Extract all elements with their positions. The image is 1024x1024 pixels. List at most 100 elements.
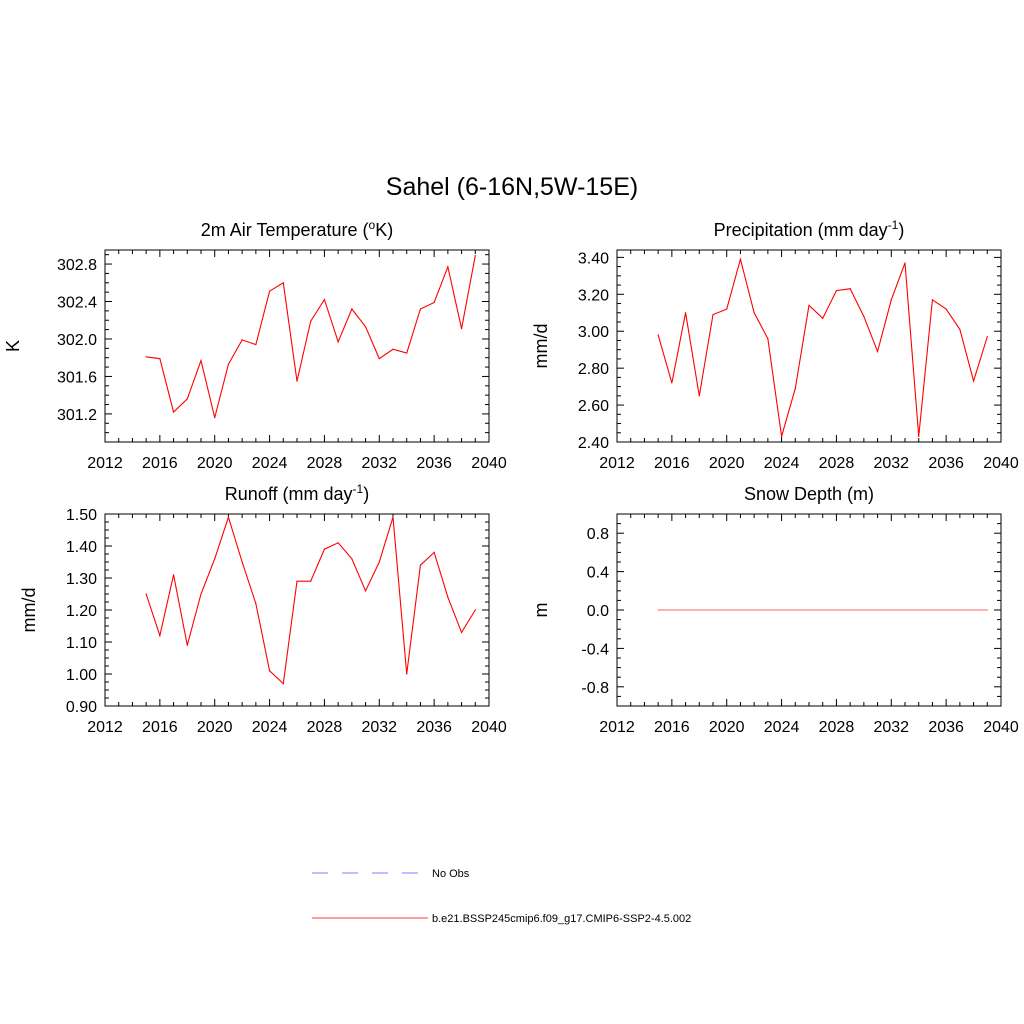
- x-tick-label: 2040: [471, 719, 507, 736]
- y-tick-label: 302.4: [57, 295, 97, 312]
- y-tick-label: 0.4: [587, 565, 609, 582]
- data-point: [255, 603, 257, 605]
- y-tick-label: 3.40: [578, 250, 609, 267]
- x-tick-label: 2028: [819, 455, 855, 472]
- data-point: [282, 683, 284, 685]
- data-point: [433, 301, 435, 304]
- data-point: [419, 308, 422, 310]
- data-point: [268, 670, 271, 672]
- data-point: [986, 609, 988, 611]
- data-point: [296, 580, 298, 582]
- y-axis-label: K: [3, 340, 23, 352]
- y-tick-label: 3.00: [578, 324, 609, 341]
- panel-title-main: 2m Air Temperature (: [201, 220, 369, 240]
- panel-title-main: Snow Depth (m): [744, 484, 874, 504]
- data-point: [186, 644, 188, 646]
- data-point: [310, 580, 312, 582]
- x-tick-label: 2020: [197, 719, 233, 736]
- y-tick-label: 0.0: [587, 603, 609, 620]
- data-point: [378, 358, 380, 360]
- x-tick-label: 2036: [928, 455, 964, 472]
- panel-title: Runoff (mm day-1): [225, 482, 369, 504]
- data-point: [876, 350, 879, 353]
- data-point: [849, 288, 851, 290]
- data-point: [835, 290, 838, 292]
- data-point: [684, 312, 687, 314]
- data-point: [323, 299, 326, 301]
- y-tick-label: 1.30: [66, 571, 97, 588]
- x-tick-label: 2024: [252, 455, 288, 472]
- data-point: [337, 542, 339, 544]
- data-point: [392, 516, 394, 518]
- x-tick-label: 2024: [252, 719, 288, 736]
- data-point: [172, 411, 175, 413]
- data-point: [255, 343, 257, 346]
- data-point: [145, 356, 147, 358]
- data-point: [186, 398, 188, 400]
- x-tick-label: 2012: [87, 455, 123, 472]
- data-point: [351, 308, 353, 310]
- data-point: [918, 435, 920, 438]
- data-point: [268, 290, 271, 292]
- data-point: [460, 631, 463, 634]
- panel-precipitation: Precipitation (mm day-1) 2012 2016 2020 2024…: [531, 218, 1019, 472]
- x-tick-label: 2036: [416, 719, 452, 736]
- data-point: [214, 417, 216, 419]
- figure-title: Sahel (6-16N,5W-15E): [386, 173, 638, 201]
- data-point: [241, 561, 243, 563]
- x-tick-label: 2032: [361, 455, 397, 472]
- x-tick-label: 2032: [873, 719, 909, 736]
- y-tick-label: 301.2: [57, 407, 97, 424]
- x-tick-label: 2020: [197, 455, 233, 472]
- legend: No Obs b.e21.BSSP245cmip6.f09_g17.CMIP6-…: [312, 868, 691, 925]
- data-point: [378, 561, 380, 563]
- data-point: [904, 262, 906, 264]
- x-tick-label: 2040: [983, 455, 1019, 472]
- data-point: [351, 558, 353, 560]
- data-point: [364, 326, 367, 328]
- x-tick-label: 2024: [764, 455, 800, 472]
- x-tick-label: 2016: [654, 719, 690, 736]
- data-point: [780, 435, 783, 438]
- legend-label-no-obs: No Obs: [432, 868, 470, 880]
- data-point: [712, 314, 714, 316]
- y-tick-label: 0.8: [587, 526, 609, 543]
- data-point: [323, 548, 326, 550]
- x-tick-label: 2012: [599, 455, 635, 472]
- data-point: [227, 516, 230, 518]
- x-tick-label: 2016: [654, 455, 690, 472]
- data-point: [447, 596, 449, 598]
- panel-title: 2m Air Temperature (oK): [201, 218, 393, 240]
- data-point: [406, 673, 408, 675]
- data-point: [698, 395, 700, 397]
- data-point: [419, 564, 422, 566]
- x-tick-label: 2016: [142, 455, 178, 472]
- x-tick-label: 2032: [361, 719, 397, 736]
- data-point: [863, 315, 865, 318]
- data-point: [890, 299, 892, 301]
- panel-title-main: Runoff (mm day: [225, 484, 353, 504]
- y-axis-label: m: [531, 603, 551, 618]
- panel-snow-depth: Snow Depth (m) 2012 2016 2020 2024 2028 2032 20…: [531, 484, 1019, 736]
- y-tick-label: 301.6: [57, 369, 97, 386]
- panel-title: Precipitation (mm day-1): [714, 218, 905, 240]
- panel-title-main: Precipitation (mm day: [714, 220, 888, 240]
- panel-runoff: Runoff (mm day-1) 2012 2016 2020 2024 2028 203…: [19, 482, 507, 736]
- data-point: [794, 387, 796, 390]
- data-point: [172, 574, 175, 576]
- data-point: [959, 328, 961, 330]
- data-point: [808, 304, 810, 306]
- x-tick-label: 2040: [471, 455, 507, 472]
- data-point: [739, 258, 742, 260]
- x-tick-label: 2012: [599, 719, 635, 736]
- data-point: [753, 312, 755, 314]
- y-tick-label: 3.20: [578, 287, 609, 304]
- y-tick-label: 302.8: [57, 257, 97, 274]
- data-point: [200, 359, 202, 362]
- y-tick-label: 1.50: [66, 507, 97, 524]
- y-tick-label: 1.20: [66, 603, 97, 620]
- data-point: [460, 328, 463, 330]
- panel-temperature: 2m Air Temperature (oK) 2012 2016 2020 2024 2…: [3, 218, 507, 472]
- y-tick-label: 2.80: [578, 361, 609, 378]
